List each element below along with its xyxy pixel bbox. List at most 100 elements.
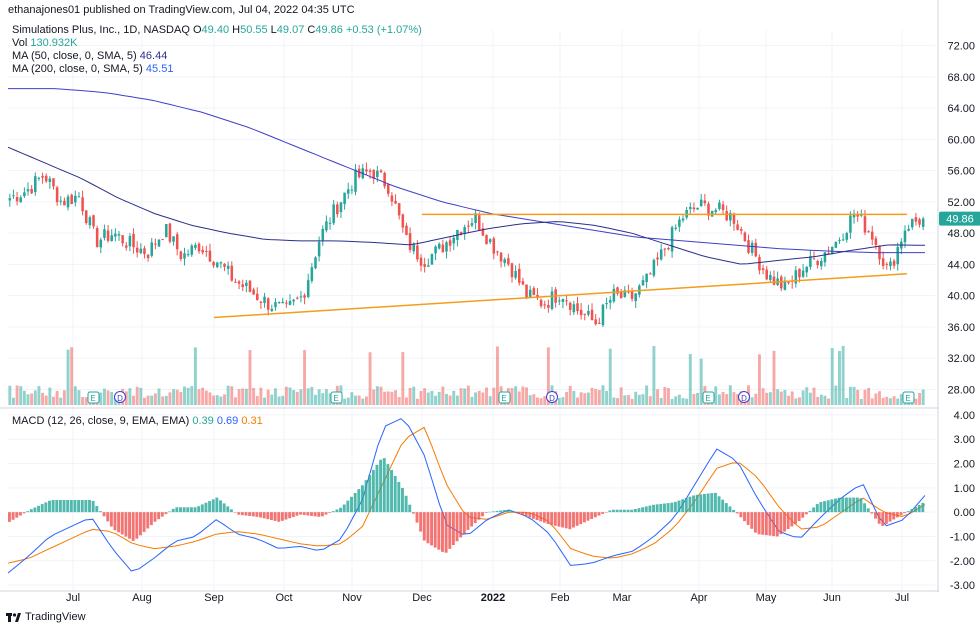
volume-bar [441, 386, 445, 405]
candle-body [699, 199, 703, 207]
candle-body [41, 175, 44, 178]
candle-body [558, 300, 561, 302]
macd-histogram-bar [834, 498, 837, 513]
macd-histogram-bar [222, 503, 226, 513]
macd-histogram-bar [462, 512, 466, 534]
macd-histogram-bar [95, 506, 99, 513]
candle-body [612, 288, 616, 302]
macd-histogram-bar [102, 512, 106, 517]
candles [8, 162, 925, 328]
candle-body [59, 200, 63, 202]
candle-body [870, 231, 874, 240]
candle-body [539, 299, 543, 307]
candle-body [448, 240, 452, 246]
candle-body [608, 300, 612, 303]
volume-bar [801, 390, 805, 405]
price-tick-label: 28.00 [947, 384, 975, 396]
macd-histogram-bar [550, 512, 554, 525]
tradingview-brand[interactable]: TradingView [6, 611, 86, 623]
volume-bar [233, 397, 237, 405]
candle-body [820, 260, 823, 267]
volume-bar [33, 390, 37, 405]
volume-bar [787, 395, 790, 405]
candle-body [623, 290, 627, 297]
ma50-legend: MA (50, close, 0, SMA, 5) 46.44 [12, 50, 167, 62]
macd-histogram-bar [815, 504, 819, 513]
candle-body [423, 264, 426, 267]
volume-bar [528, 395, 532, 405]
volume-bar [26, 394, 30, 405]
candle-body [394, 200, 397, 204]
macd-histogram-bar [310, 512, 313, 516]
candle-body [630, 290, 634, 299]
macd-histogram-bar [168, 511, 172, 513]
candle-body [321, 228, 325, 241]
candle-body [416, 245, 419, 260]
volume-bar [248, 350, 252, 405]
macd-histogram-bar [881, 512, 885, 526]
volume-bar [481, 392, 485, 405]
candle-body [667, 247, 670, 250]
volume-bar [383, 391, 387, 405]
volume-bar [525, 387, 528, 405]
macd-histogram-bar [146, 512, 150, 529]
candle-body [274, 302, 277, 308]
candle-body [896, 247, 899, 265]
volume-bar [135, 386, 139, 405]
macd-histogram-bar [783, 512, 786, 532]
macd-histogram-bar [11, 512, 15, 520]
macd-histogram-bar [863, 503, 867, 513]
candle-body [885, 263, 889, 265]
candle-body [583, 313, 587, 315]
volume-bar [834, 385, 838, 405]
volume-bar [430, 390, 434, 405]
price-tick-label: 52.00 [947, 197, 975, 209]
macd-histogram-bar [877, 512, 881, 524]
macd-histogram-bar [659, 503, 663, 513]
macd-histogram-bar [819, 501, 823, 513]
candle-body [299, 296, 303, 298]
volume-bar [896, 398, 900, 405]
macd-histogram-bar [510, 511, 514, 513]
candle-body [266, 298, 270, 310]
candle-body [212, 262, 215, 266]
candle-body [110, 235, 113, 241]
candle-body [739, 229, 743, 231]
candle-body [372, 169, 375, 179]
macd-histogram-bar [69, 500, 73, 513]
candle-body [230, 265, 234, 281]
macd-histogram-bar [804, 512, 808, 515]
candle-body [437, 243, 441, 249]
candle-body [77, 196, 81, 198]
price-tick-label: 72.00 [947, 41, 975, 53]
last-price-label: 49.86 [946, 214, 974, 226]
candle-body [332, 204, 335, 224]
candle-body [794, 270, 798, 284]
volume-bar [314, 394, 317, 405]
macd-histogram-bar [153, 512, 157, 522]
candle-body [328, 222, 332, 224]
ma50-label: MA (50, close, 0, SMA, 5) [12, 50, 137, 62]
candle-body [296, 297, 299, 299]
macd-histogram-bar [870, 512, 874, 514]
ma200-label: MA (200, close, 0, SMA, 5) [12, 63, 143, 75]
macd-histogram-bar [502, 510, 506, 513]
candle-body [805, 266, 809, 273]
macd-histogram-bar [84, 500, 88, 513]
ma200-legend: MA (200, close, 0, SMA, 5) 45.51 [12, 63, 173, 75]
candle-body [30, 188, 33, 194]
volume-bar [412, 386, 416, 405]
macd-histogram-bar [240, 512, 244, 516]
volume-bar [386, 391, 390, 405]
macd-histogram-bar [568, 512, 572, 530]
tradingview-logo-icon [6, 612, 21, 622]
macd-histogram-bar [51, 500, 55, 513]
macd-histogram-bar [830, 499, 834, 513]
macd-histogram-bar [360, 485, 364, 513]
volume-bar [565, 392, 569, 405]
event-marker-label: D [117, 394, 123, 403]
volume-bar [761, 388, 765, 405]
volume-bar [612, 397, 616, 405]
candle-body [74, 195, 77, 203]
